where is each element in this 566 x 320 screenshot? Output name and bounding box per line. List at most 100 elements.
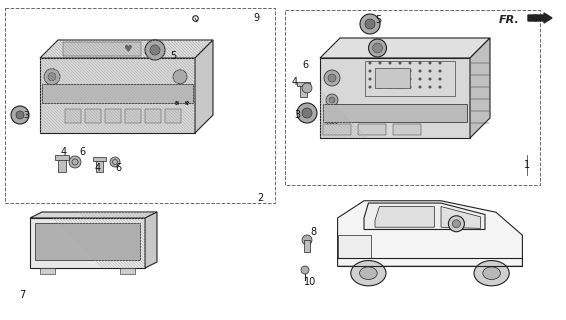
Circle shape (428, 85, 431, 89)
Circle shape (428, 69, 431, 73)
Bar (358, 124, 386, 135)
Circle shape (326, 94, 338, 106)
Circle shape (439, 61, 441, 65)
Text: 6: 6 (79, 147, 85, 157)
Circle shape (379, 61, 381, 65)
Circle shape (324, 70, 340, 86)
Text: ♥: ♥ (123, 44, 132, 54)
Circle shape (418, 61, 422, 65)
Ellipse shape (483, 267, 500, 280)
Circle shape (185, 101, 189, 105)
Bar (365, 61, 455, 96)
Circle shape (330, 120, 334, 124)
Bar (93, 157, 106, 161)
Bar (323, 124, 351, 135)
Circle shape (398, 69, 401, 73)
Circle shape (398, 85, 401, 89)
Ellipse shape (474, 260, 509, 286)
Bar (58, 158, 66, 172)
Text: 9: 9 (253, 13, 259, 23)
Ellipse shape (351, 260, 386, 286)
Circle shape (428, 77, 431, 81)
Polygon shape (337, 201, 522, 266)
Circle shape (110, 157, 120, 167)
Circle shape (418, 77, 422, 81)
Polygon shape (145, 212, 157, 268)
Text: 3: 3 (23, 110, 29, 119)
Polygon shape (195, 40, 213, 133)
Circle shape (409, 61, 411, 65)
Polygon shape (35, 223, 140, 260)
Bar (300, 85, 307, 97)
Polygon shape (40, 58, 195, 133)
Bar (393, 124, 421, 135)
Circle shape (297, 103, 317, 123)
Text: 5: 5 (170, 51, 176, 61)
Polygon shape (375, 206, 434, 227)
Circle shape (388, 69, 392, 73)
Circle shape (418, 85, 422, 89)
Circle shape (329, 97, 335, 103)
Circle shape (327, 117, 337, 127)
Bar (40, 268, 55, 274)
Circle shape (439, 85, 441, 89)
FancyArrow shape (528, 13, 552, 23)
Text: 6: 6 (302, 60, 308, 70)
Circle shape (175, 101, 179, 105)
Circle shape (388, 85, 392, 89)
Circle shape (379, 85, 381, 89)
Bar (55, 155, 69, 160)
Bar (297, 82, 310, 86)
Bar (337, 235, 371, 258)
Circle shape (69, 156, 81, 168)
Polygon shape (320, 38, 490, 58)
Bar (30, 218, 145, 268)
Bar (63, 42, 140, 56)
Bar (165, 109, 181, 123)
Polygon shape (441, 206, 481, 228)
Circle shape (11, 106, 29, 124)
Text: 3: 3 (294, 110, 300, 120)
Bar (125, 109, 141, 123)
Text: FR.: FR. (499, 15, 520, 25)
Bar (145, 109, 161, 123)
Bar (120, 268, 135, 274)
Text: 10: 10 (304, 277, 316, 287)
Circle shape (448, 216, 464, 232)
Circle shape (409, 69, 411, 73)
Circle shape (16, 111, 24, 119)
Circle shape (173, 70, 187, 84)
Circle shape (44, 69, 60, 85)
Polygon shape (320, 58, 470, 138)
Bar (96, 160, 103, 172)
Bar (375, 68, 410, 88)
Circle shape (368, 69, 371, 73)
Polygon shape (30, 212, 157, 218)
Text: 4: 4 (292, 77, 298, 87)
Text: 8: 8 (310, 227, 316, 237)
Circle shape (439, 69, 441, 73)
Circle shape (372, 43, 383, 53)
Circle shape (409, 77, 411, 81)
Circle shape (328, 74, 336, 82)
Text: 5: 5 (375, 15, 381, 25)
Circle shape (368, 77, 371, 81)
Circle shape (365, 19, 375, 29)
Polygon shape (40, 40, 213, 58)
Circle shape (360, 14, 380, 34)
Circle shape (379, 69, 381, 73)
Circle shape (302, 83, 312, 93)
Circle shape (301, 266, 309, 274)
Circle shape (452, 220, 460, 228)
Circle shape (388, 61, 392, 65)
Text: 7: 7 (19, 290, 25, 300)
Circle shape (388, 77, 392, 81)
Circle shape (409, 85, 411, 89)
Bar (5, 8, 275, 203)
Text: 6: 6 (115, 163, 121, 173)
Bar (304, 240, 310, 252)
Bar (323, 104, 467, 122)
Circle shape (379, 77, 381, 81)
Circle shape (398, 61, 401, 65)
Circle shape (368, 85, 371, 89)
